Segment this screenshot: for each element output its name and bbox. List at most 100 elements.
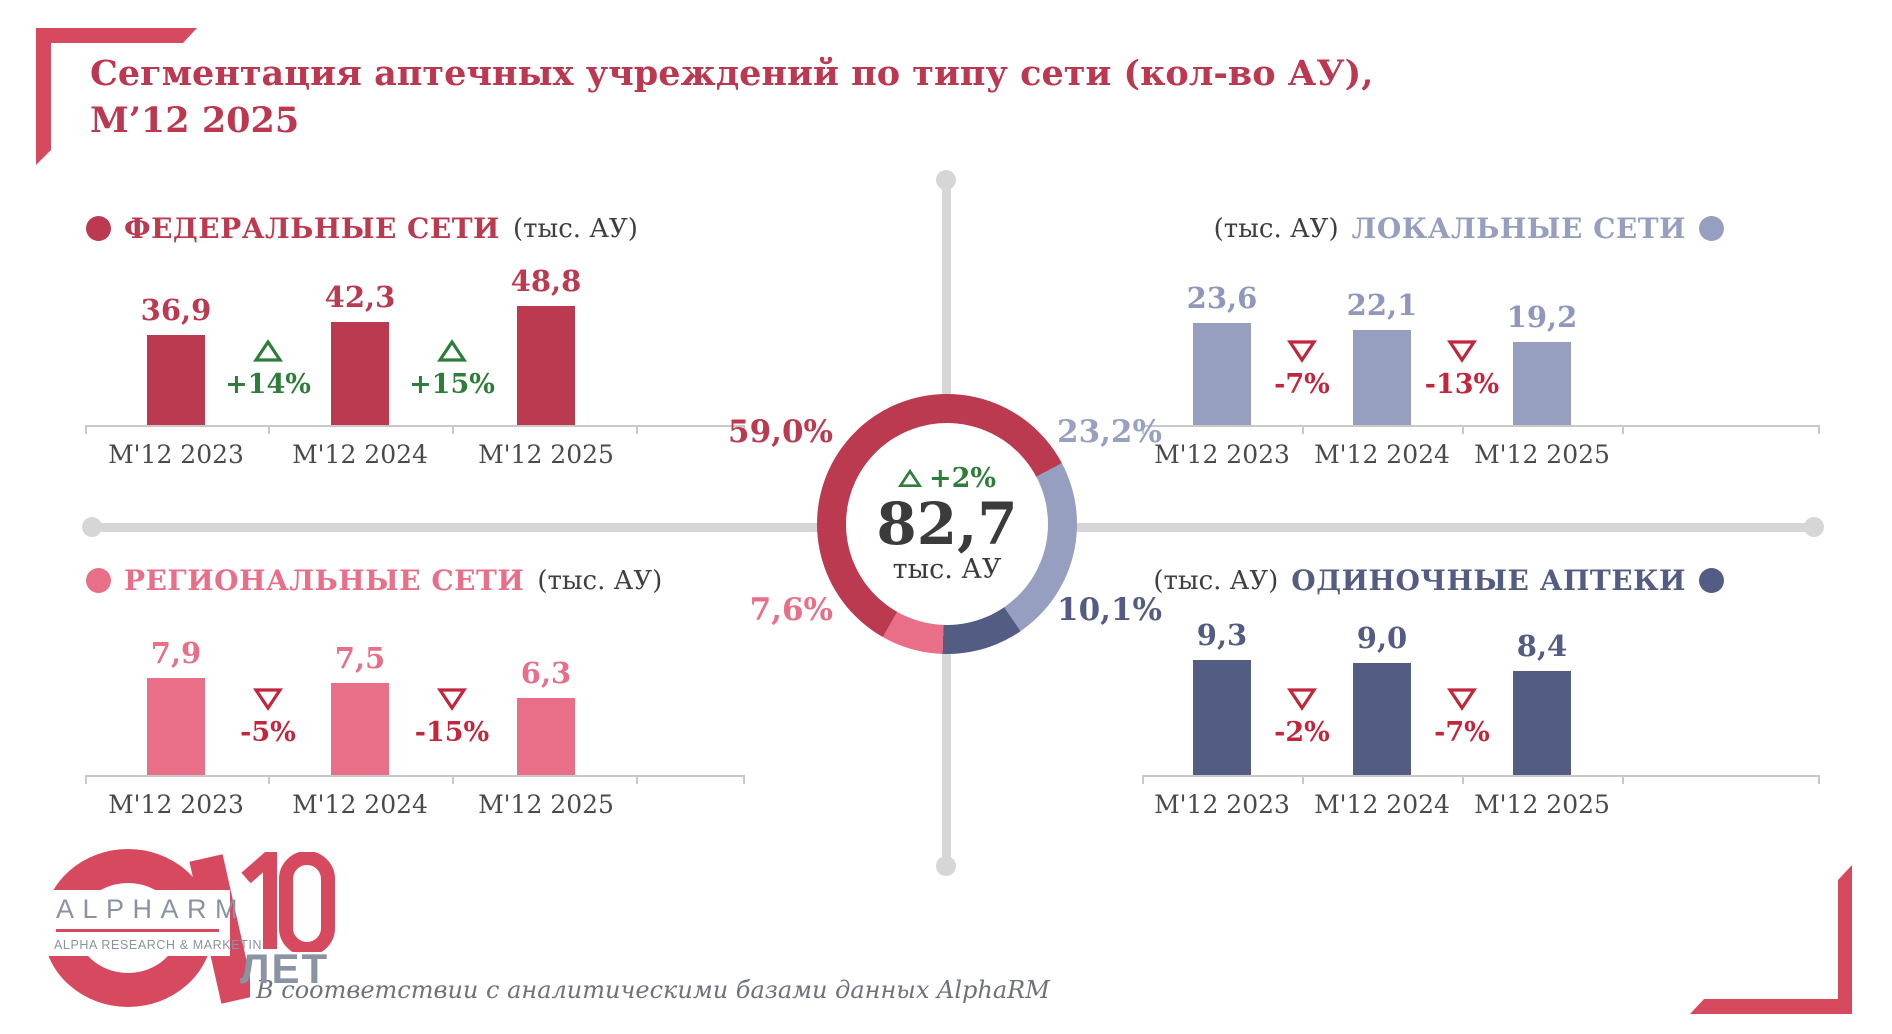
change-indicator: +14% bbox=[208, 338, 328, 398]
bar-group: 9,3 bbox=[1162, 618, 1282, 775]
page-title-line-1: Сегментация аптечных учреждений по типу … bbox=[90, 53, 1374, 94]
bar bbox=[1353, 663, 1411, 775]
donut-total-value: 82,7 bbox=[876, 490, 1018, 559]
donut-share-label-regional: 7,6% bbox=[749, 592, 833, 628]
logo-subtitle-text: ALPHA RESEARCH & MARKETING bbox=[54, 938, 273, 952]
change-value-label: +15% bbox=[409, 369, 495, 400]
bar bbox=[1193, 323, 1251, 425]
axis-tick bbox=[1622, 425, 1624, 434]
bar-value-label: 8,4 bbox=[1516, 629, 1568, 664]
axis-tick bbox=[1818, 425, 1820, 434]
category-label: М'12 2023 bbox=[108, 440, 244, 469]
bar-value-label: 36,9 bbox=[140, 293, 212, 328]
axis-tick bbox=[1622, 775, 1624, 784]
divider-endpoint-bottom bbox=[936, 856, 956, 876]
category-label: М'12 2025 bbox=[1474, 790, 1610, 819]
change-value-label: -7% bbox=[1434, 717, 1490, 748]
change-value-label: -2% bbox=[1274, 717, 1330, 748]
axis-tick bbox=[743, 775, 745, 784]
bar-group: 6,3 bbox=[486, 657, 606, 775]
triangle-down-icon bbox=[437, 688, 467, 711]
bar-group: 22,1 bbox=[1322, 289, 1442, 425]
triangle-down-icon bbox=[253, 688, 283, 711]
triangle-down-icon bbox=[1287, 688, 1317, 711]
x-axis-line bbox=[1142, 425, 1820, 434]
legend-dot-single-icon bbox=[1699, 568, 1724, 593]
logo-brand-text: ALPHARM bbox=[56, 894, 247, 924]
chart-federal-title: ФЕДЕРАЛЬНЫЕ СЕТИ bbox=[124, 212, 500, 245]
change-indicator: -7% bbox=[1402, 686, 1522, 746]
axis-tick bbox=[268, 775, 270, 784]
axis-tick bbox=[452, 425, 454, 434]
category-label: М'12 2024 bbox=[292, 790, 428, 819]
category-label: М'12 2025 bbox=[478, 440, 614, 469]
chart-single-title: ОДИНОЧНЫЕ АПТЕКИ bbox=[1291, 564, 1686, 597]
axis-tick bbox=[85, 775, 87, 784]
chart-local-header: (тыс. АУ) ЛОКАЛЬНЫЕ СЕТИ bbox=[1214, 212, 1724, 245]
change-value-label: -7% bbox=[1274, 369, 1330, 400]
x-axis-line bbox=[1142, 775, 1820, 784]
bar bbox=[1193, 660, 1251, 775]
bar-value-label: 9,3 bbox=[1196, 618, 1248, 653]
axis-tick bbox=[1302, 425, 1304, 434]
bar-value-label: 19,2 bbox=[1506, 300, 1578, 335]
chart-federal-unit: (тыс. АУ) bbox=[512, 213, 638, 244]
category-label: М'12 2024 bbox=[1314, 440, 1450, 469]
change-value-label: -13% bbox=[1424, 369, 1500, 400]
chart-regional-title: РЕГИОНАЛЬНЫЕ СЕТИ bbox=[124, 564, 525, 597]
bar bbox=[1513, 671, 1571, 775]
change-value-label: +14% bbox=[225, 369, 311, 400]
divider-endpoint-left bbox=[82, 517, 102, 537]
x-axis-line bbox=[85, 425, 745, 434]
bar-group: 9,0 bbox=[1322, 621, 1442, 775]
chart-federal-header: ФЕДЕРАЛЬНЫЕ СЕТИ (тыс. АУ) bbox=[86, 212, 638, 245]
logo-white-band bbox=[38, 890, 230, 956]
chart-single-header: (тыс. АУ) ОДИНОЧНЫЕ АПТЕКИ bbox=[1153, 564, 1724, 597]
triangle-down-icon bbox=[1447, 688, 1477, 711]
change-indicator: -7% bbox=[1242, 338, 1362, 398]
bar-value-label: 9,0 bbox=[1356, 621, 1408, 656]
donut-total-change-label: +2% bbox=[928, 463, 997, 495]
change-indicator: -2% bbox=[1242, 686, 1362, 746]
divider-endpoint-top bbox=[936, 170, 956, 190]
bar bbox=[1353, 330, 1411, 425]
category-label: М'12 2025 bbox=[478, 790, 614, 819]
chart-single-unit: (тыс. АУ) bbox=[1153, 565, 1279, 596]
divider-endpoint-right bbox=[1804, 517, 1824, 537]
axis-tick bbox=[1302, 775, 1304, 784]
change-value-label: -5% bbox=[240, 717, 296, 748]
triangle-up-icon bbox=[897, 469, 922, 488]
chart-regional-unit: (тыс. АУ) bbox=[537, 565, 663, 596]
anniversary-10-icon bbox=[241, 852, 335, 952]
bar-value-label: 42,3 bbox=[324, 280, 396, 315]
legend-dot-regional-icon bbox=[86, 568, 111, 593]
triangle-down-icon bbox=[1447, 340, 1477, 363]
change-indicator: -5% bbox=[208, 686, 328, 746]
category-label: М'12 2023 bbox=[108, 790, 244, 819]
axis-tick bbox=[743, 425, 745, 434]
category-label: М'12 2023 bbox=[1154, 440, 1290, 469]
x-axis-line bbox=[85, 775, 745, 784]
corner-bracket-bottom-right-icon bbox=[1690, 865, 1852, 1014]
bar bbox=[147, 335, 205, 425]
chart-local-title: ЛОКАЛЬНЫЕ СЕТИ bbox=[1351, 212, 1686, 245]
axis-tick bbox=[268, 425, 270, 434]
bar-group: 36,9 bbox=[116, 293, 236, 425]
donut-share-label-single: 10,1% bbox=[1057, 592, 1162, 628]
chart-local-unit: (тыс. АУ) bbox=[1213, 213, 1339, 244]
category-label: М'12 2023 bbox=[1154, 790, 1290, 819]
triangle-down-icon bbox=[1287, 340, 1317, 363]
bar-group: 48,8 bbox=[486, 265, 606, 425]
footer-note: В соответствии с аналитическими базами д… bbox=[256, 976, 1050, 1004]
anniversary-let-text: ЛЕТ bbox=[240, 945, 330, 992]
donut-share-label-local: 23,2% bbox=[1057, 414, 1162, 450]
bar bbox=[331, 322, 389, 425]
bar-value-label: 7,9 bbox=[150, 636, 202, 671]
axis-tick bbox=[1818, 775, 1820, 784]
axis-tick bbox=[85, 425, 87, 434]
axis-tick bbox=[636, 425, 638, 434]
axis-tick bbox=[636, 775, 638, 784]
change-indicator: -15% bbox=[392, 686, 512, 746]
bar-group: 8,4 bbox=[1482, 629, 1602, 775]
